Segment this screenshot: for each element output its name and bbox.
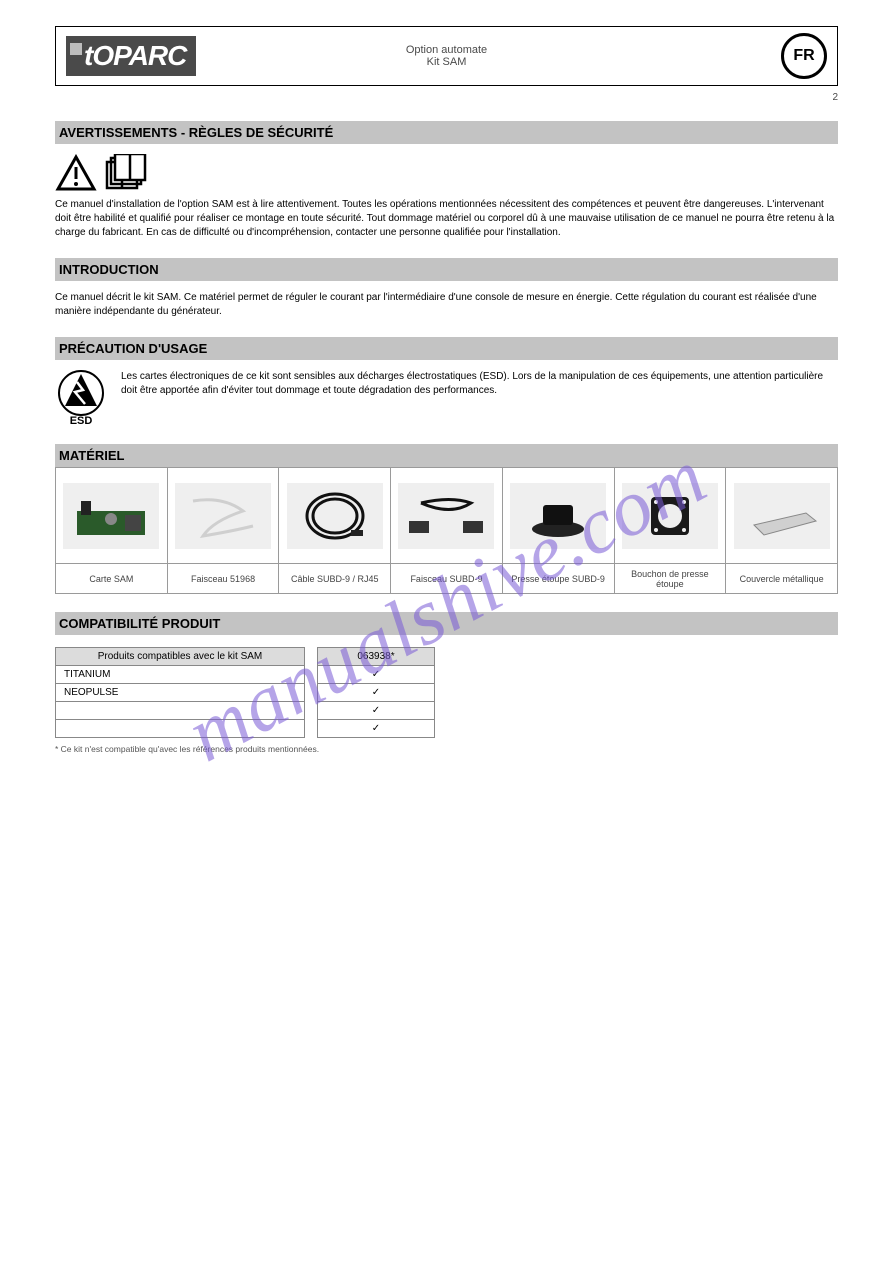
hw-label-4: Presse étoupe SUBD-9: [502, 564, 614, 594]
footnote: * Ce kit n'est compatible qu'avec les ré…: [55, 744, 838, 754]
section-title-introduction: INTRODUCTION: [55, 258, 838, 281]
hw-label-3: Faisceau SUBD-9: [391, 564, 503, 594]
hw-cell-1: [167, 468, 279, 564]
hw-img-plate-icon: [622, 483, 718, 549]
introduction-body: Ce manuel décrit le kit SAM. Ce matériel…: [55, 291, 838, 319]
hardware-images-row: [56, 468, 838, 564]
hw-cell-0: [56, 468, 168, 564]
hw-img-cover-icon: [734, 483, 830, 549]
hw-label-6: Couvercle métallique: [726, 564, 838, 594]
brand-logo: tOPARC: [66, 36, 196, 76]
precaution-body: Les cartes électroniques de ce kit sont …: [121, 370, 838, 398]
section-title-hardware: MATÉRIEL: [55, 444, 838, 467]
hw-cell-2: [279, 468, 391, 564]
section-title-warnings: AVERTISSEMENTS - RÈGLES DE SÉCURITÉ: [55, 121, 838, 144]
document-header: tOPARC Option automate Kit SAM FR: [55, 26, 838, 86]
compat-right-row-2: ✓: [318, 702, 435, 720]
compat-table-right: 063938* ✓ ✓ ✓ ✓: [317, 647, 435, 738]
compatibility-tables: Produits compatibles avec le kit SAM TIT…: [55, 647, 838, 738]
hw-img-cable-coil-icon: [287, 483, 383, 549]
logo-text: tOPARC: [84, 40, 186, 72]
compat-right-row-0: ✓: [318, 666, 435, 684]
section-title-compatibility: COMPATIBILITÉ PRODUIT: [55, 612, 838, 635]
header-title-line1: Option automate: [406, 44, 487, 56]
compat-left-header: Produits compatibles avec le kit SAM: [56, 648, 305, 666]
compat-left-row-0: TITANIUM: [56, 666, 305, 684]
hw-img-serial-cable-icon: [398, 483, 494, 549]
compat-left-row-2: [56, 702, 305, 720]
hw-img-gland-icon: [510, 483, 606, 549]
compat-left-row-1: NEOPULSE: [56, 684, 305, 702]
warning-triangle-icon: [55, 154, 97, 192]
hw-cell-5: [614, 468, 726, 564]
compat-table-left: Produits compatibles avec le kit SAM TIT…: [55, 647, 305, 738]
hw-cell-4: [502, 468, 614, 564]
header-title-line2: Kit SAM: [406, 56, 487, 68]
compat-right-row-3: ✓: [318, 720, 435, 738]
compat-right-header: 063938*: [318, 648, 435, 666]
svg-text:ESD: ESD: [70, 415, 93, 426]
warnings-body: Ce manuel d'installation de l'option SAM…: [55, 198, 838, 240]
hw-cell-6: [726, 468, 838, 564]
hw-img-board-icon: [63, 483, 159, 549]
compat-right-row-1: ✓: [318, 684, 435, 702]
hardware-labels-row: Carte SAM Faisceau 51968 Câble SUBD-9 / …: [56, 564, 838, 594]
hw-label-1: Faisceau 51968: [167, 564, 279, 594]
section-title-precaution: PRÉCAUTION D'USAGE: [55, 337, 838, 360]
manual-book-icon: [103, 154, 149, 192]
logo-square-icon: [70, 43, 82, 55]
page-number: 2: [55, 92, 838, 103]
hw-label-2: Câble SUBD-9 / RJ45: [279, 564, 391, 594]
hardware-table: Carte SAM Faisceau 51968 Câble SUBD-9 / …: [55, 467, 838, 594]
language-badge: FR: [781, 33, 827, 79]
esd-icon: ESD: [55, 370, 107, 426]
hw-cell-3: [391, 468, 503, 564]
hw-label-5: Bouchon de presse étoupe: [614, 564, 726, 594]
warning-icons-row: [55, 154, 838, 192]
header-title: Option automate Kit SAM: [406, 44, 487, 68]
compat-left-row-3: [56, 720, 305, 738]
hw-label-0: Carte SAM: [56, 564, 168, 594]
hw-img-harness-icon: [175, 483, 271, 549]
